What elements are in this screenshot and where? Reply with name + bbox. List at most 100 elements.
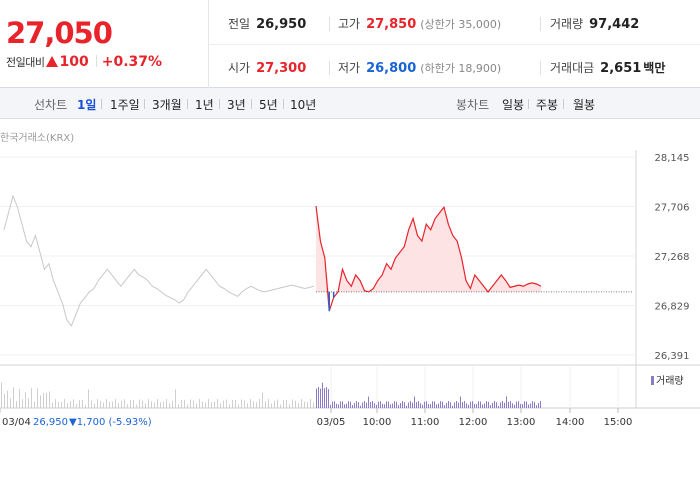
period-1d[interactable]: 1일	[77, 98, 97, 112]
volume-bar	[480, 401, 481, 408]
volume-bar	[430, 404, 431, 408]
toolbar-separator	[144, 99, 145, 109]
volume-bar	[85, 404, 86, 408]
volume-bar	[470, 401, 471, 408]
volume-bar	[247, 403, 248, 408]
volume-bar	[121, 400, 122, 408]
volume-bar	[139, 399, 140, 408]
stat-label: 시가	[228, 61, 251, 75]
volume-bar	[376, 404, 377, 408]
volume-bar	[154, 402, 155, 408]
volume-bar	[274, 400, 275, 408]
volume-bar	[374, 403, 375, 408]
volume-bar	[178, 404, 179, 408]
current-price: 27,050	[6, 16, 113, 50]
candle-daily[interactable]: 일봉	[502, 98, 525, 112]
prev-day-date: 03/04	[2, 417, 31, 428]
volume-bar	[316, 388, 317, 408]
volume-bar	[109, 402, 110, 408]
volume-bar	[25, 391, 26, 408]
chart-toolbar: 선차트 1일 1주일 3개월 1년 3년 5년 10년 봉차트 일봉 주봉 월봉	[0, 88, 700, 119]
volume-bar	[28, 398, 29, 408]
toolbar-separator	[283, 99, 284, 109]
volume-bar	[406, 405, 407, 408]
stat-sub: (상한가 35,000)	[420, 18, 502, 31]
volume-bar	[502, 401, 503, 408]
volume-bar	[466, 403, 467, 408]
volume-bar	[115, 399, 116, 408]
period-1w[interactable]: 1주일	[110, 98, 140, 112]
change-separator	[95, 55, 97, 67]
volume-bar	[31, 387, 32, 408]
volume-bar	[490, 405, 491, 408]
stat-label: 거래대금	[550, 61, 595, 75]
candle-monthly[interactable]: 월봉	[573, 98, 596, 112]
volume-bar	[190, 399, 191, 408]
volume-bar	[253, 401, 254, 408]
volume-bar	[169, 403, 170, 408]
volume-bar	[334, 401, 335, 408]
volume-bar	[410, 401, 411, 408]
volume-bar	[10, 398, 11, 408]
volume-bar	[181, 399, 182, 408]
volume-legend: 거래량	[651, 372, 684, 387]
volume-bar	[22, 399, 23, 408]
period-3y[interactable]: 3년	[227, 98, 246, 112]
volume-bar	[368, 396, 369, 408]
volume-bar	[220, 403, 221, 408]
stats-row-divider	[210, 44, 700, 45]
stat-value: 27,850	[366, 17, 417, 32]
volume-bar	[70, 400, 71, 408]
volume-bar	[166, 399, 167, 408]
volume-bar	[350, 401, 351, 408]
volume-bar	[112, 401, 113, 408]
volume-bar	[344, 404, 345, 408]
volume-bar	[52, 402, 53, 408]
change-label: 전일대비	[6, 56, 45, 69]
period-10y[interactable]: 10년	[290, 98, 317, 112]
volume-bar	[516, 401, 517, 408]
volume-bar	[244, 400, 245, 408]
up-arrow-icon	[46, 56, 59, 67]
y-axis: 28,145 27,706 27,268 26,829 26,391	[655, 153, 690, 362]
volume-bar	[424, 401, 425, 408]
volume-bar	[145, 403, 146, 408]
y-tick-label: 28,145	[655, 153, 690, 164]
x-tick-label: 11:00	[411, 417, 440, 428]
stat-label: 고가	[338, 17, 361, 31]
price-chart-svg: 한국거래소(KRX) 28,145 27,706 27,268 26,829 26,39…	[0, 132, 700, 428]
volume-bar	[418, 401, 419, 408]
volume-bar	[472, 401, 473, 408]
today-series	[315, 205, 632, 312]
volume-bar	[324, 388, 325, 408]
volume-bar	[196, 403, 197, 408]
volume-bar	[280, 404, 281, 408]
stat-amount: 거래대금 2,651 백만	[550, 59, 665, 76]
today-fill-area	[316, 206, 541, 292]
volume-bar	[208, 399, 209, 408]
volume-bar	[492, 402, 493, 408]
volume-bar	[217, 399, 218, 408]
volume-bar	[61, 401, 62, 408]
volume-bar	[310, 399, 311, 408]
volume-bar	[277, 399, 278, 408]
volume-bar	[392, 403, 393, 408]
period-3m[interactable]: 3개월	[152, 98, 182, 112]
stat-label: 전일	[228, 17, 251, 31]
stat-value: 26,950	[256, 17, 307, 32]
volume-bar	[241, 399, 242, 408]
period-1y[interactable]: 1년	[195, 98, 214, 112]
volume-bar	[514, 404, 515, 408]
volume-bar	[474, 403, 475, 408]
volume-bar	[223, 400, 224, 408]
volume-bar	[304, 401, 305, 408]
candle-weekly[interactable]: 주봉	[536, 98, 559, 112]
stat-value: 97,442	[589, 17, 640, 32]
volume-bar	[450, 402, 451, 408]
period-5y[interactable]: 5년	[259, 98, 278, 112]
stat-prev-close: 전일 26,950	[228, 15, 306, 32]
y-tick-label: 26,829	[655, 302, 690, 313]
volume-bar	[13, 387, 14, 408]
volume-bar	[484, 403, 485, 408]
volume-bar	[520, 403, 521, 408]
